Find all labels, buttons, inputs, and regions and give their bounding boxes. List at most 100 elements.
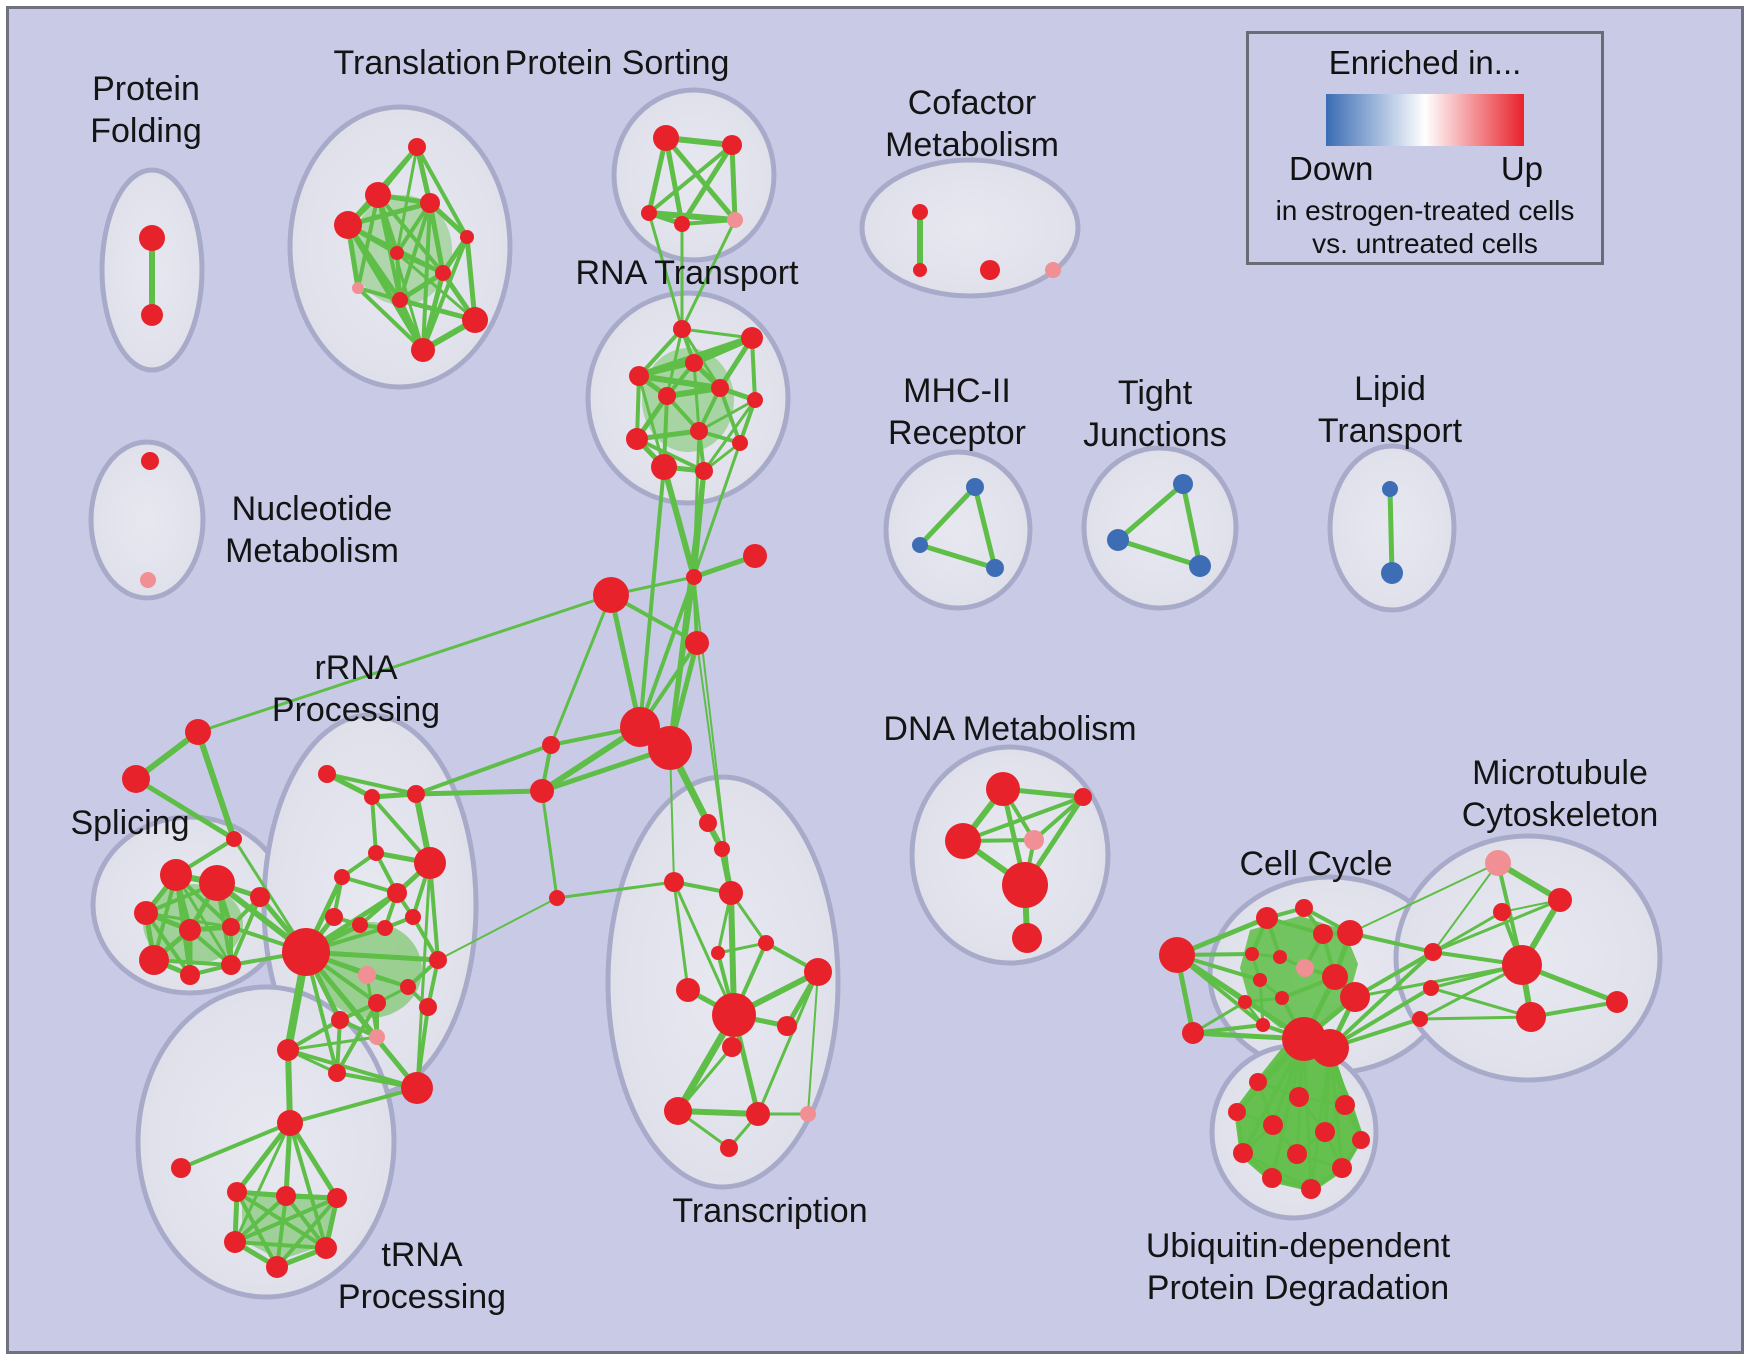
network-edge — [288, 1086, 419, 1125]
network-node-red — [1256, 1018, 1270, 1032]
network-edge — [692, 441, 742, 579]
network-edge — [540, 789, 559, 900]
network-node-red — [945, 823, 981, 859]
network-edge — [286, 1048, 419, 1090]
network-node-blue — [1381, 562, 1403, 584]
network-node-red — [653, 125, 679, 151]
network-node-red — [180, 965, 200, 985]
network-node-red — [686, 569, 702, 585]
network-node-red — [334, 869, 350, 885]
network-node-red — [222, 918, 240, 936]
network-node-red — [1249, 1073, 1267, 1091]
cluster-label-dna-metabolism: DNA Metabolism — [883, 710, 1136, 748]
network-edge — [288, 1121, 328, 1250]
network-node-red — [685, 354, 703, 372]
network-edge — [275, 1194, 288, 1269]
cluster-label-cell-cycle: Cell Cycle — [1239, 845, 1392, 883]
cluster-label-tight-junctions: Tight — [1118, 374, 1193, 412]
network-node-red — [741, 327, 763, 349]
cluster-label-nucleotide-metabolism: Nucleotide — [232, 490, 393, 528]
network-edge — [1432, 862, 1499, 953]
network-edge — [233, 1194, 288, 1244]
network-edge — [1270, 1037, 1306, 1180]
network-node-red — [1263, 1115, 1283, 1135]
network-node-red — [327, 1188, 347, 1208]
network-node-red — [1352, 1131, 1370, 1149]
cluster-label-nucleotide-metabolism: Metabolism — [225, 532, 399, 570]
network-node-red — [530, 779, 554, 803]
network-node-red — [685, 631, 709, 655]
network-edge — [1418, 1015, 1533, 1021]
cluster-label-tight-junctions: Junctions — [1083, 416, 1227, 454]
network-node-blue — [1173, 474, 1193, 494]
network-node-red — [277, 1039, 299, 1061]
network-edge — [663, 135, 738, 223]
network-edge — [608, 592, 643, 730]
network-node-red — [549, 890, 565, 906]
network-edge — [235, 1190, 279, 1269]
network-edge — [325, 772, 418, 796]
network-edge — [1349, 862, 1499, 934]
network-edge — [637, 327, 684, 378]
network-node-red — [1074, 788, 1092, 806]
network-node-red — [1412, 1011, 1428, 1027]
network-edge — [549, 593, 613, 747]
network-node-red — [171, 1158, 191, 1178]
network-edge — [729, 142, 738, 223]
network-node-pink — [1296, 959, 1314, 977]
network-node-red — [676, 978, 700, 1002]
network-edge — [972, 484, 998, 571]
network-edge — [756, 970, 820, 1116]
cluster-label-protein-folding: Protein — [92, 70, 200, 108]
network-node-red — [1182, 1022, 1204, 1044]
network-edge — [1302, 1037, 1313, 1191]
network-edge — [636, 373, 723, 391]
network-node-red — [420, 193, 440, 213]
network-node-red — [134, 901, 158, 925]
network-node-red — [1516, 1002, 1546, 1032]
network-edge — [1032, 795, 1085, 842]
network-node-red — [1295, 899, 1313, 917]
network-node-red — [674, 216, 690, 232]
network-node-red — [277, 1110, 303, 1136]
network-node-red — [1335, 1095, 1355, 1115]
network-node-red — [777, 1016, 797, 1036]
network-node-red — [732, 435, 748, 451]
legend-caption-line2: vs. untreated cells — [1312, 228, 1538, 259]
network-node-red — [414, 847, 446, 879]
network-node-red — [315, 1237, 337, 1259]
network-edge — [917, 484, 978, 548]
cluster-label-rrna-processing: rRNA — [314, 649, 397, 687]
network-node-red — [1233, 1143, 1253, 1163]
cluster-ellipse-dna-metabolism — [909, 744, 1111, 966]
network-edge — [414, 743, 553, 796]
network-node-red — [699, 814, 717, 832]
network-edge — [275, 1196, 339, 1269]
network-node-red — [1315, 1122, 1335, 1142]
network-edge — [345, 200, 433, 228]
network-node-blue — [966, 478, 984, 496]
network-node-red — [1606, 991, 1628, 1013]
cluster-label-splicing: Splicing — [70, 804, 189, 842]
network-edge — [1175, 953, 1265, 1027]
network-node-red — [1337, 920, 1363, 946]
network-edge — [555, 880, 676, 900]
network-node-red — [673, 320, 691, 338]
network-node-red — [651, 454, 677, 480]
cluster-ellipse-tight-junctions — [1081, 445, 1239, 611]
network-node-red — [658, 387, 676, 405]
network-edge — [437, 897, 558, 961]
network-edge — [1328, 986, 1433, 1050]
network-edge — [233, 1196, 339, 1244]
network-node-red — [804, 958, 832, 986]
cluster-ellipse-mhc-ii-receptor — [883, 449, 1033, 611]
network-node-red — [986, 772, 1020, 806]
network-node-red — [334, 211, 362, 239]
network-node-red — [1311, 1029, 1349, 1067]
network-edge — [1115, 537, 1203, 569]
network-node-red — [626, 428, 648, 450]
network-node-red — [913, 263, 927, 277]
legend-gradient-bar — [1326, 94, 1524, 146]
network-edge — [1353, 963, 1524, 999]
cluster-label-translation: Translation — [334, 44, 501, 82]
